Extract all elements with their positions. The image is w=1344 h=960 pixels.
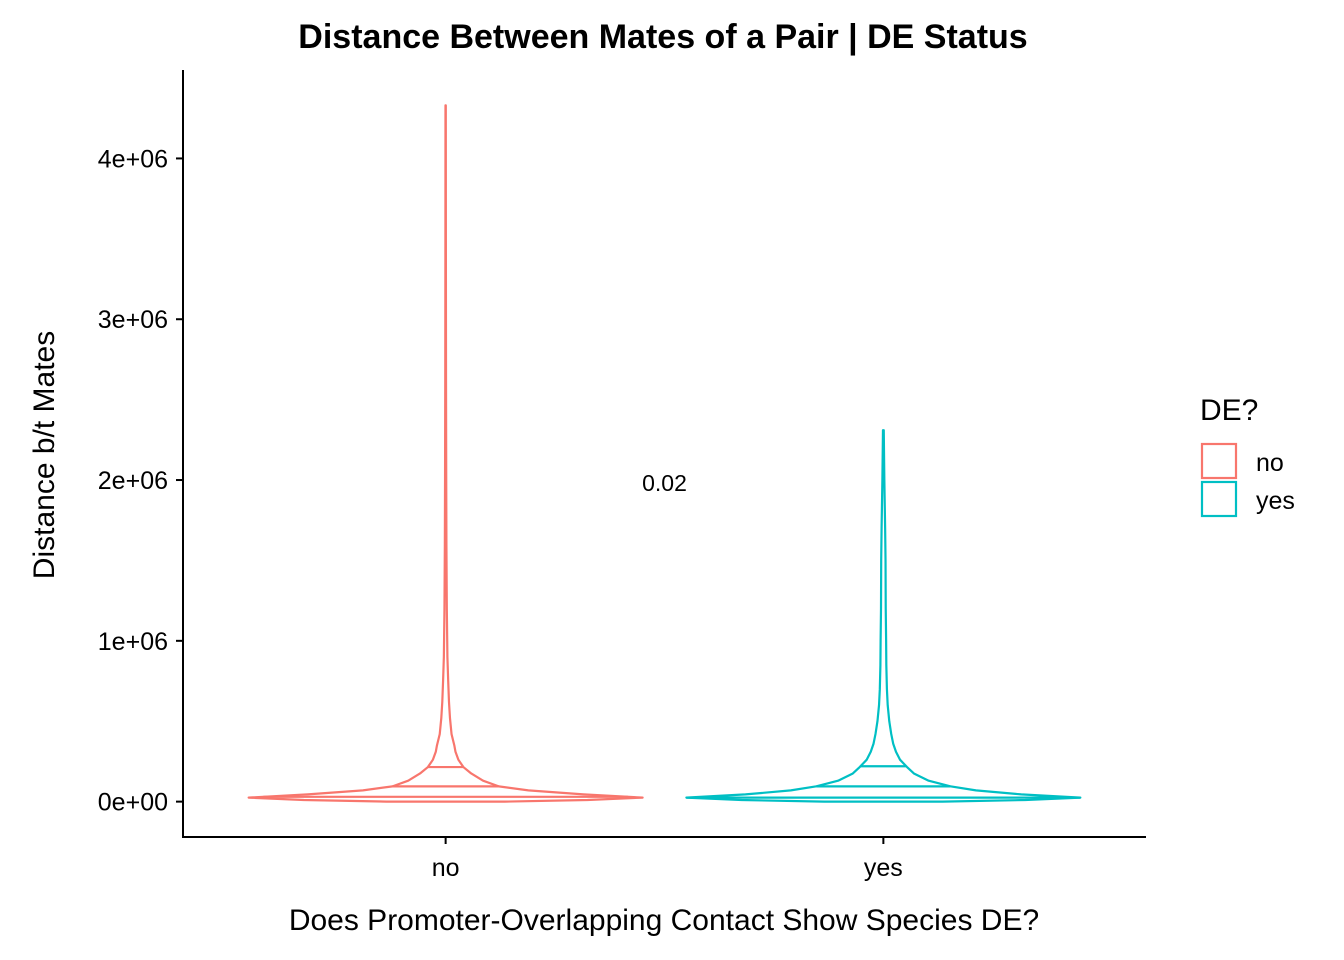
violin-outline xyxy=(247,104,644,803)
y-tick-label: 2e+06 xyxy=(98,467,168,495)
p-value-annotation: 0.02 xyxy=(642,470,687,496)
y-tick-label: 0e+00 xyxy=(98,789,168,817)
legend: DE? no yes xyxy=(1200,394,1295,518)
legend-key-no xyxy=(1200,442,1238,480)
y-axis-ticks: 0e+00 1e+06 2e+06 3e+06 4e+06 xyxy=(98,145,183,817)
chart-title: Distance Between Mates of a Pair | DE St… xyxy=(298,18,1027,56)
y-tick-label: 3e+06 xyxy=(98,306,168,334)
x-axis-title: Does Promoter-Overlapping Contact Show S… xyxy=(289,904,1039,937)
legend-label-no: no xyxy=(1256,449,1284,477)
violin-yes xyxy=(685,429,1082,803)
violin-outline xyxy=(685,429,1082,803)
x-tick-label: yes xyxy=(864,854,903,882)
x-axis-ticks: no yes xyxy=(432,837,903,882)
legend-label-yes: yes xyxy=(1256,487,1295,515)
legend-entries: no yes xyxy=(1200,442,1295,518)
plot-area xyxy=(247,104,1082,803)
y-axis-title: Distance b/t Mates xyxy=(28,331,61,579)
violin-no xyxy=(247,104,644,803)
legend-key-yes xyxy=(1200,480,1238,518)
y-tick-label: 4e+06 xyxy=(98,145,168,173)
y-tick-label: 1e+06 xyxy=(98,628,168,656)
legend-title: DE? xyxy=(1200,394,1258,427)
x-tick-label: no xyxy=(432,854,460,882)
